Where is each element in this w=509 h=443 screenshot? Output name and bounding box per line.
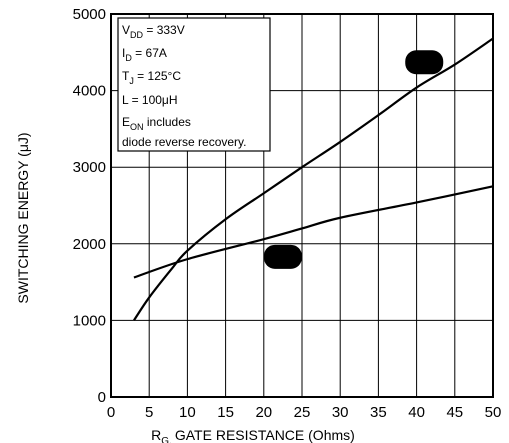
conditions-box-frame [117, 17, 271, 152]
x-axis-title: RG, GATE RESISTANCE (Ohms) [151, 427, 355, 443]
series-marker-2 [405, 50, 444, 75]
series-line-1 [133, 37, 494, 322]
series-layer [133, 37, 494, 322]
x-tick-label: 0 [107, 404, 115, 421]
x-tick-label: 45 [446, 404, 463, 421]
series-marker-1 [263, 244, 302, 269]
x-tick-label: 40 [408, 404, 425, 421]
x-tick-label: 10 [179, 404, 196, 421]
y-tick-label: 1000 [73, 312, 106, 329]
plot-frame [110, 13, 494, 398]
y-tick-label: 4000 [73, 83, 106, 100]
series-line-2 [133, 185, 494, 279]
condition-tj: TJ = 125°C [122, 69, 181, 86]
condition-diode: diode reverse recovery. [122, 135, 247, 149]
y-tick-label: 2000 [73, 236, 106, 253]
x-tick-label: 15 [217, 404, 234, 421]
y-axis-title: SWITCHING ENERGY (μJ) [15, 132, 31, 303]
y-tick-label: 5000 [73, 6, 106, 23]
x-tick-label: 30 [332, 404, 349, 421]
x-tick-label: 25 [294, 404, 311, 421]
x-tick-label: 50 [485, 404, 502, 421]
y-tick-label: 3000 [73, 159, 106, 176]
condition-id: ID = 67A [122, 46, 167, 63]
condition-l: L = 100μH [122, 93, 178, 107]
x-tick-label: 20 [255, 404, 272, 421]
y-tick-label: 0 [98, 389, 106, 406]
conditions-box: VDD = 333V ID = 67A TJ = 125°C L = 100μH… [117, 17, 271, 152]
markers-layer [263, 50, 444, 269]
condition-eon: EON includes [122, 115, 191, 132]
x-tick-label: 5 [145, 404, 153, 421]
x-tick-label: 35 [370, 404, 387, 421]
tick-labels: 0 5 10 15 20 25 30 35 40 45 50 0 1000 2000 3000 4000 500… [73, 6, 502, 421]
condition-vdd: VDD = 333V [122, 23, 185, 40]
